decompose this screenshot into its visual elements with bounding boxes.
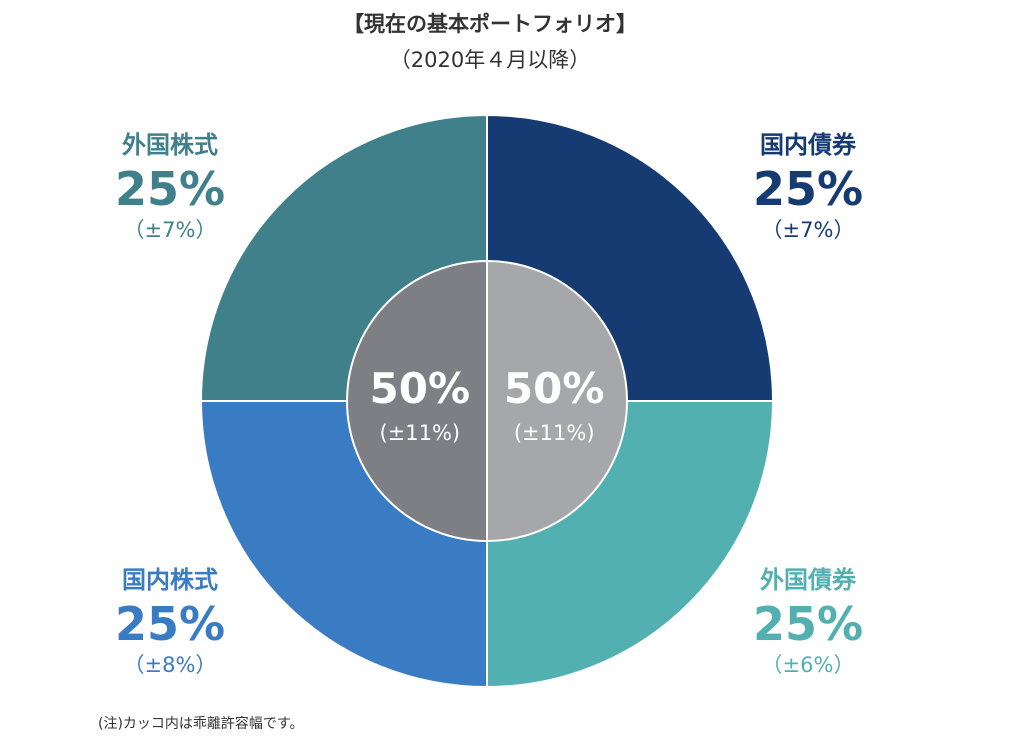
inner-slice-0	[486, 259, 628, 543]
label-tolerance: （±7%）	[123, 218, 217, 242]
label-tolerance: （±8%）	[123, 653, 217, 677]
inner-percent-label: 50%	[370, 364, 471, 413]
label-name: 外国株式	[122, 131, 218, 159]
label-tolerance: （±7%）	[761, 218, 855, 242]
label-domestic-bonds: 国内債券 25% （±7%）	[688, 125, 928, 244]
label-name: 外国債券	[760, 566, 856, 594]
footnote: (注)カッコ内は乖離許容幅です。	[98, 716, 304, 732]
label-percent: 25%	[752, 597, 864, 651]
label-name: 国内株式	[122, 566, 218, 594]
label-name: 国内債券	[760, 131, 856, 159]
inner-slice-1	[346, 259, 488, 543]
label-domestic-stocks: 国内株式 25% （±8%）	[50, 560, 290, 679]
label-foreign-stocks: 外国株式 25% （±7%）	[50, 125, 290, 244]
label-percent: 25%	[114, 162, 226, 216]
inner-tolerance-label: (±11%)	[514, 421, 595, 445]
label-foreign-bonds: 外国債券 25% （±6%）	[688, 560, 928, 679]
chart-subtitle: （2020年４月以降）	[389, 48, 591, 72]
label-percent: 25%	[114, 597, 226, 651]
inner-percent-label: 50%	[504, 364, 605, 413]
inner-tolerance-label: (±11%)	[379, 421, 460, 445]
chart-title: 【現在の基本ポートフォリオ】	[343, 12, 637, 36]
label-tolerance: （±6%）	[761, 653, 855, 677]
label-percent: 25%	[752, 162, 864, 216]
